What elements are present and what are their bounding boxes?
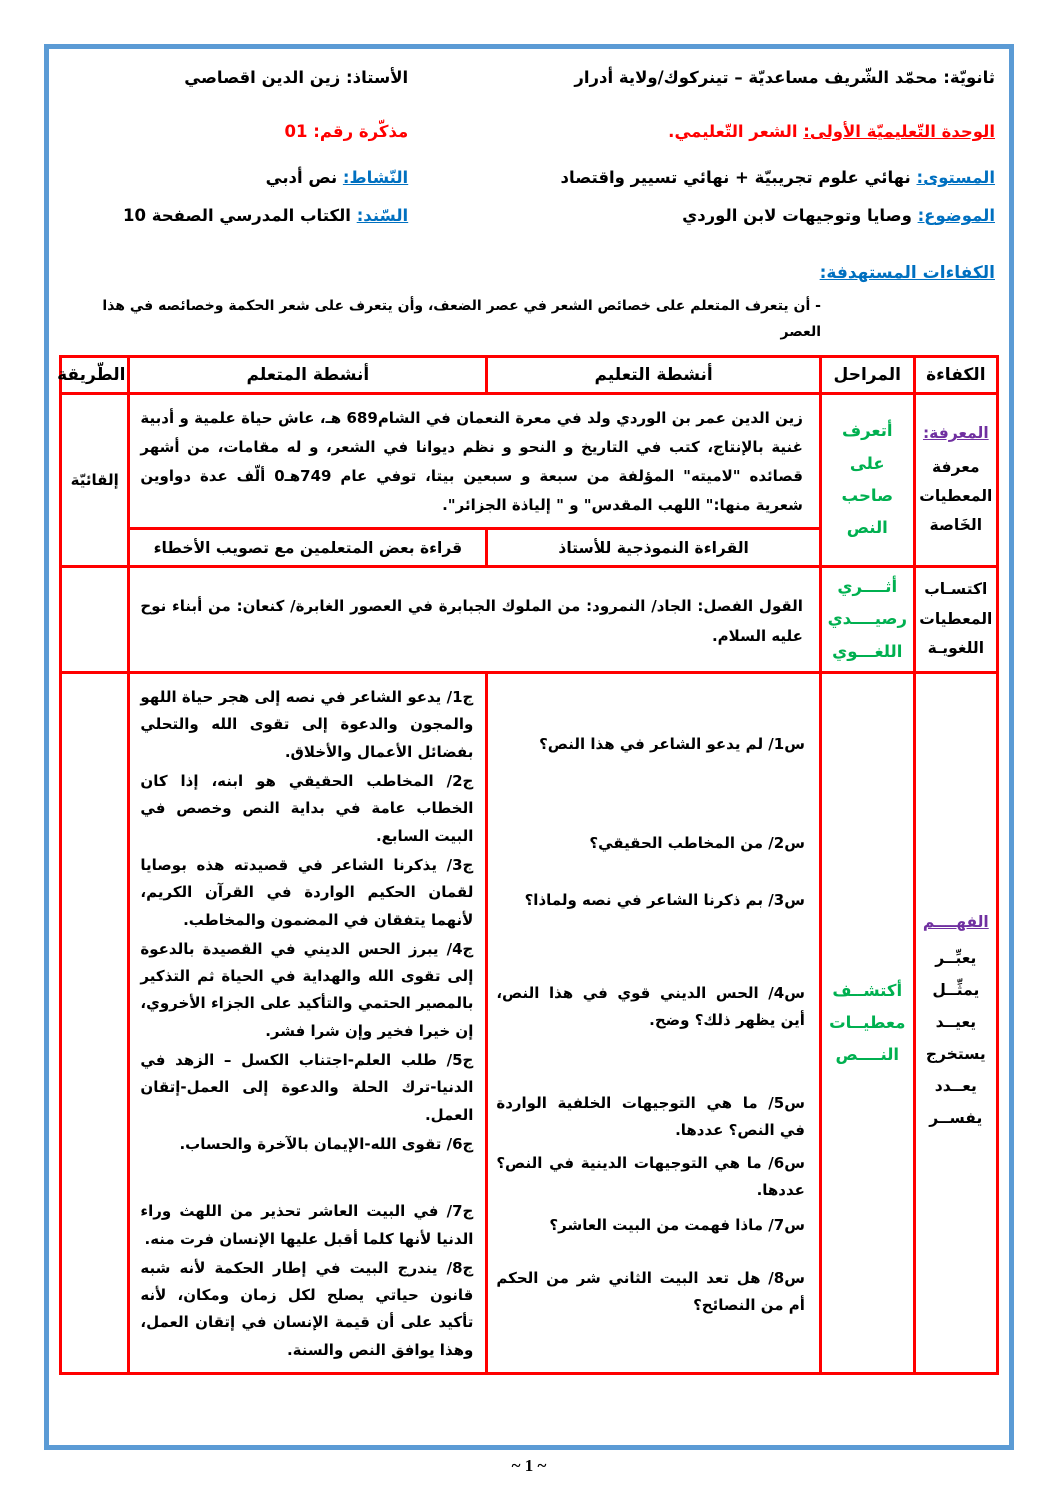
- answer-text: ج4/ يبرز الحس الديني في القصيدة بالدعوة …: [140, 939, 474, 1040]
- level-value: نهائي علوم تجريبيّة + نهائي تسيير واقتصا…: [560, 168, 917, 187]
- competency-vocabulary-cell: اكتسـاب المعطيات اللغويـة: [912, 564, 1000, 675]
- method-empty-cell-2: [58, 671, 131, 1375]
- level-line: المستوى: نهائي علوم تجريبيّة + نهائي تسي…: [416, 163, 995, 193]
- support-line: السّند: الكتاب المدرسي الصفحة 10: [85, 201, 416, 231]
- question-text: س2/ من المخاطب الحقيقي؟: [589, 834, 805, 853]
- activity-line: النّشاط: نص أدبي: [85, 163, 416, 193]
- answer-text: ج5/ طلب العلم-اجتناب الكسل – الزهد في ال…: [140, 1051, 474, 1124]
- question-text: س5/ ما هي التوجيهات الخلفية الواردة في ا…: [496, 1094, 805, 1140]
- stage-author-lines: أتعرف على صاحب النص: [822, 418, 913, 542]
- document-header: ثانويّة: محمّد الشّريف مساعديّة – تينركو…: [59, 63, 999, 231]
- subject-line: الموضوع: وصايا وتوجيهات لابن الوردي: [416, 201, 995, 231]
- objective-text: - أن يتعرف المتعلم على خصائص الشعر في عص…: [102, 298, 821, 340]
- verb-line: يعيــد: [935, 1012, 977, 1031]
- question-text: س6/ ما هي التوجيهات الدينية في النص؟ عدد…: [496, 1154, 805, 1200]
- activity-value: نص أدبي: [265, 168, 343, 187]
- stage-vocabulary-cell: أثــــري رصيــــدي اللغـــوي: [818, 564, 916, 675]
- stage-line: معطيــات: [829, 1012, 906, 1032]
- questions-cell: س1/ لم يدعو الشاعر في هذا النص؟ س2/ من ال…: [485, 671, 822, 1375]
- row-comprehension: الفهــــم يعبِّــر يمثِّــل يعيــد يستخرج يع…: [58, 671, 1000, 1375]
- stage-line: اللغـــوي: [832, 641, 903, 661]
- competency-knowledge-cell: المعرفة: معرفة المعطيات الخَاصة: [912, 392, 1000, 568]
- stage-line: أثــــري: [837, 577, 898, 596]
- answer-text: ج6/ تقوى الله-الإيمان بالآخرة والحساب.: [179, 1134, 474, 1153]
- verb-line: يمثِّــل: [932, 980, 980, 999]
- glossary-cell: القول الفصل: الجاد/ النمرود: من الملوك ا…: [127, 564, 822, 675]
- col-header-competency: الكفاءة: [912, 355, 1000, 395]
- col-header-teaching: أنشطة التعليم: [485, 355, 822, 395]
- col-header-stages: المراحل: [818, 355, 916, 395]
- answer-text: ج1/ يدعو الشاعر في نصه إلى هجر حياة الله…: [140, 688, 474, 761]
- verb-line: يفســر: [929, 1108, 983, 1127]
- row-vocabulary: اكتسـاب المعطيات اللغويـة أثــــري رصيـــ…: [58, 564, 1000, 675]
- memo-number: مذكّرة رقم: 01: [284, 122, 409, 141]
- answer-text: ج8/ يندرج البيت في إطار الحكمة لأنه شبه …: [140, 1258, 474, 1359]
- stage-discovery-lines: أكتشــف معطيــات النــــص: [822, 978, 913, 1069]
- comprehension-verbs: يعبِّــر يمثِّــل يعيــد يستخرج يعــدد يفســر: [918, 946, 994, 1130]
- answers-cell: ج1/ يدعو الشاعر في نصه إلى هجر حياة الله…: [127, 671, 489, 1375]
- page-number: ~ 1 ~: [511, 1456, 547, 1475]
- stage-line: أكتشــف: [832, 980, 903, 1000]
- support-label: السّند:: [356, 206, 409, 225]
- verb-line: يستخرج: [925, 1044, 986, 1063]
- table-header-row: الكفاءة المراحل أنشطة التعليم أنشطة المت…: [57, 355, 1000, 395]
- row-knowledge: المعرفة: معرفة المعطيات الخَاصة أتعرف على…: [58, 392, 1000, 568]
- verb-line: يعبِّــر: [935, 948, 977, 967]
- school-name: ثانويّة: محمّد الشّريف مساعديّة – تينركو…: [574, 68, 995, 87]
- question-text: س1/ لم يدعو الشاعر في هذا النص؟: [539, 735, 805, 754]
- row-reading: القراءة النموذجية للأستاذ قراءة بعض المت…: [61, 527, 998, 568]
- method-empty-cell-1: [58, 564, 131, 675]
- lesson-table: الكفاءة المراحل أنشطة التعليم أنشطة المت…: [57, 355, 1000, 1375]
- answer-text: ج3/ يذكرنا الشاعر في قصيدته هذه بوصايا ل…: [140, 855, 474, 929]
- stage-line: النــــص: [835, 1045, 900, 1065]
- competency-comprehension-cell: الفهــــم يعبِّــر يمثِّــل يعيــد يستخرج يع…: [912, 671, 1000, 1375]
- author-biography-cell: زين الدين عمر بن الوردي ولد في معرة النع…: [127, 392, 822, 530]
- competencies-heading: الكفاءات المستهدفة:: [819, 263, 995, 283]
- col-header-learner: أنشطة المتعلم: [127, 355, 489, 395]
- competency-knowledge-title: المعرفة:: [922, 424, 989, 443]
- support-value: الكتاب المدرسي الصفحة 10: [123, 206, 357, 225]
- subject-label: الموضوع:: [917, 206, 995, 225]
- teacher-reading-cell: القراءة النموذجية للأستاذ: [485, 527, 822, 568]
- document-frame: ثانويّة: محمّد الشّريف مساعديّة – تينركو…: [44, 44, 1014, 1450]
- header-right-column: ثانويّة: محمّد الشّريف مساعديّة – تينركو…: [416, 63, 999, 231]
- learner-reading-cell: قراءة بعض المتعلمين مع تصويب الأخطاء: [127, 527, 489, 568]
- competency-knowledge-body: معرفة المعطيات الخَاصة: [919, 457, 993, 535]
- stage-discovery-cell: أكتشــف معطيــات النــــص: [818, 671, 916, 1375]
- stage-line: النص: [846, 518, 888, 538]
- teacher-name: الأستاذ: زين الدين اقصاصي: [184, 68, 409, 87]
- answer-text: ج2/ المخاطب الحقيقي هو ابنه، إذا كان الخ…: [140, 772, 474, 845]
- stage-line: أتعرف: [841, 421, 893, 441]
- stage-line: صاحب: [841, 486, 894, 505]
- competency-comprehension-title: الفهــــم: [922, 913, 989, 932]
- activity-label: النّشاط:: [342, 168, 409, 187]
- answer-text: ج7/ في البيت العاشر تحذير من اللهث وراء …: [140, 1202, 474, 1248]
- method-cell: إلقائيّة: [58, 392, 131, 568]
- unit-value: الشعر التّعليمي.: [668, 122, 804, 141]
- header-left-column: الأستاذ: زين الدين اقصاصي مذكّرة رقم: 01…: [59, 63, 416, 231]
- question-text: س7/ ماذا فهمت من البيت العاشر؟: [549, 1216, 805, 1235]
- subject-value: وصايا وتوجيهات لابن الوردي: [682, 206, 918, 225]
- level-label: المستوى:: [916, 168, 995, 187]
- stage-line: رصيــــدي: [827, 609, 907, 629]
- verb-line: يعــدد: [934, 1076, 977, 1095]
- unit-label: الوحدة التّعليميّة الأولى:: [803, 122, 995, 141]
- questions-list: س1/ لم يدعو الشاعر في هذا النص؟ س2/ من ال…: [496, 731, 805, 1319]
- stage-line: على: [849, 453, 885, 473]
- teaching-unit: الوحدة التّعليميّة الأولى: الشعر التّعلي…: [416, 117, 995, 147]
- answers-list: ج1/ يدعو الشاعر في نصه إلى هجر حياة الله…: [140, 684, 473, 1364]
- question-text: س4/ الحس الديني قوي في هذا النص، أين يظه…: [496, 984, 805, 1030]
- stage-vocabulary-lines: أثــــري رصيــــدي اللغـــوي: [822, 574, 913, 665]
- col-header-method: الطّريقة: [57, 355, 131, 395]
- question-text: س8/ هل تعد البيت الثاني شر من الحكم أم م…: [496, 1269, 805, 1315]
- stage-author-cell: أتعرف على صاحب النص: [818, 392, 916, 568]
- question-text: س3/ بم ذكرنا الشاعر في نصه ولماذا؟: [524, 891, 805, 910]
